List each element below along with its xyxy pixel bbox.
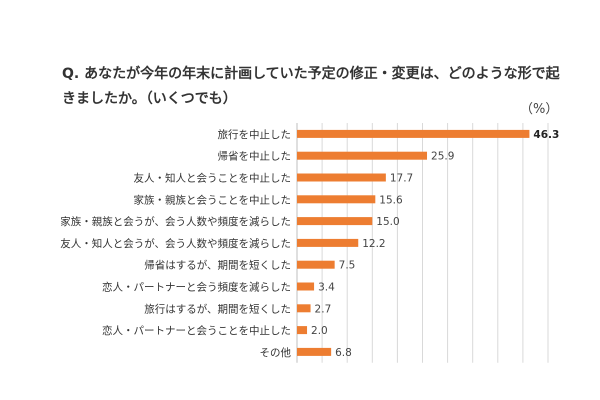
value-label: 15.0 — [376, 216, 399, 228]
bar — [297, 173, 386, 182]
value-label: 2.0 — [311, 325, 328, 337]
value-label: 2.7 — [315, 303, 332, 315]
category-label: 帰省はするが、期間を短くした — [144, 259, 291, 272]
category-label: 旅行を中止した — [218, 128, 292, 141]
value-label: 15.6 — [379, 194, 403, 206]
category-label: その他 — [260, 346, 292, 359]
value-label: 7.5 — [339, 260, 356, 272]
unit-label: （%） — [520, 102, 559, 117]
value-label: 46.3 — [533, 129, 559, 141]
bar — [297, 217, 373, 226]
category-label: 友人・知人と会うことを中止した — [134, 172, 292, 185]
category-label: 家族・親族と会うが、会う人数や頻度を減らした — [60, 215, 291, 228]
value-label: 3.4 — [318, 282, 335, 294]
category-label: 友人・知人と会うが、会う人数や頻度を減らした — [60, 237, 291, 250]
bar — [297, 195, 376, 204]
bar — [297, 260, 335, 269]
bar — [297, 304, 311, 313]
category-label: 恋人・パートナーと会う頻度を減らした — [102, 281, 291, 294]
category-label: 恋人・パートナーと会うことを中止した — [102, 324, 291, 337]
bar — [297, 238, 359, 247]
category-label: 旅行はするが、期間を短くした — [144, 302, 291, 315]
chart-title: Q. あなたが今年の年末に計画していた予定の修正・変更は、どのような形で起きまし… — [62, 66, 560, 107]
bar — [297, 151, 428, 160]
category-label: 帰省を中止した — [218, 150, 292, 163]
value-label: 6.8 — [335, 347, 352, 359]
value-label: 17.7 — [390, 173, 413, 185]
bar — [297, 129, 530, 138]
value-label: 25.9 — [431, 151, 454, 163]
bar — [297, 326, 308, 335]
value-label: 12.2 — [362, 238, 385, 250]
bar — [297, 282, 315, 291]
bar — [297, 347, 332, 356]
category-label: 家族・親族と会うことを中止した — [134, 193, 292, 206]
